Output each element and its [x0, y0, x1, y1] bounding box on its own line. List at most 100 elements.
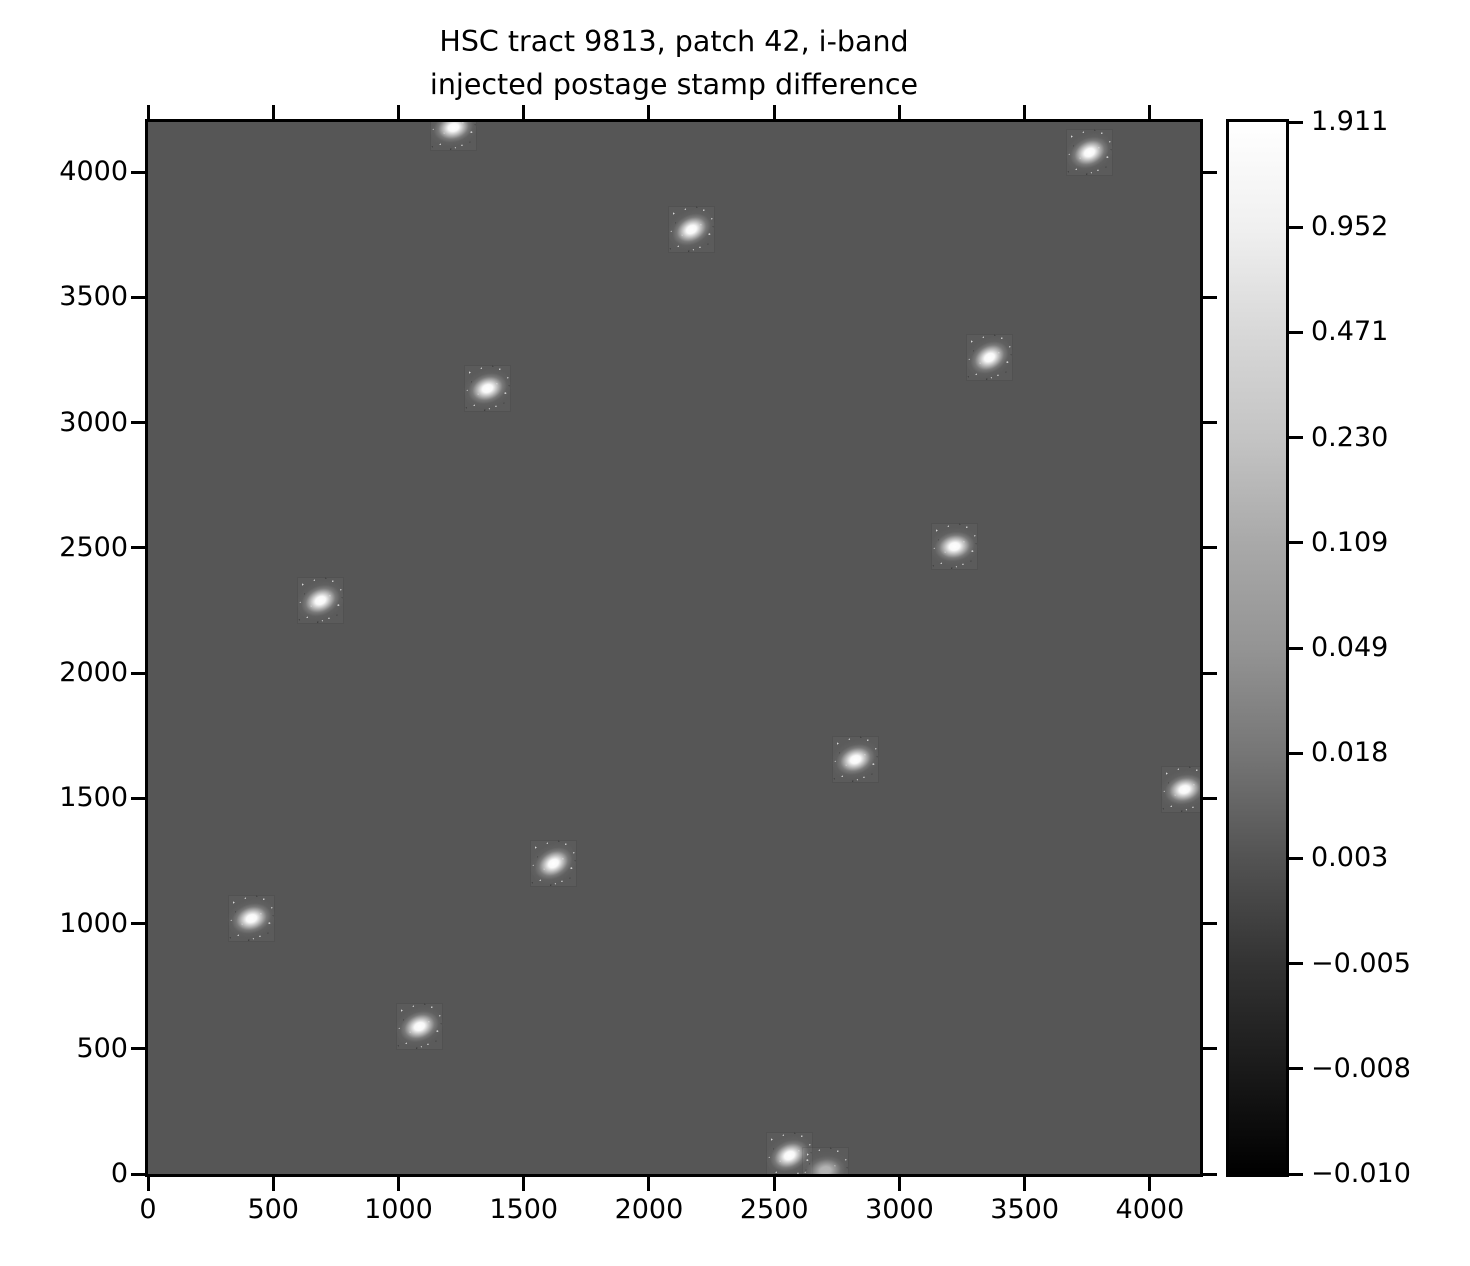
galaxy-core — [1058, 122, 1122, 184]
galaxy-stamp — [1156, 760, 1200, 819]
y-axis-tick-label: 3500 — [59, 281, 128, 313]
y-axis-tick-label: 2000 — [59, 657, 128, 689]
galaxy-stamp — [457, 358, 518, 419]
galaxy-stamp — [659, 197, 724, 262]
galaxy-core — [927, 519, 982, 574]
y-axis-tick-label: 2500 — [59, 531, 128, 563]
colorbar-tick-label: −0.005 — [1311, 947, 1411, 979]
x-tick-mark-top — [396, 105, 400, 119]
y-tick-mark-right — [1203, 421, 1217, 425]
galaxy-stamp — [389, 995, 451, 1057]
y-tick-mark — [131, 421, 145, 425]
galaxy-core — [222, 888, 282, 949]
x-tick-mark — [522, 1177, 526, 1191]
y-axis-tick-label: 1500 — [59, 782, 128, 814]
colorbar-tick-label: 0.049 — [1311, 632, 1389, 663]
x-tick-mark — [1023, 1177, 1027, 1191]
x-tick-mark — [271, 1177, 275, 1191]
x-tick-mark — [146, 1177, 150, 1191]
x-axis-tick-label: 1500 — [489, 1194, 559, 1225]
colorbar-tick-mark — [1289, 646, 1303, 650]
colorbar-tick-mark — [1289, 856, 1303, 860]
galaxy-stamp — [798, 1143, 853, 1174]
y-tick-mark — [131, 1172, 145, 1176]
y-tick-mark-right — [1203, 796, 1217, 800]
x-axis-tick-label: 500 — [247, 1194, 299, 1225]
colorbar-tick-label: 0.003 — [1311, 842, 1389, 874]
colorbar-tick-mark — [1289, 1172, 1303, 1176]
colorbar-tick-label: 0.018 — [1311, 737, 1389, 769]
colorbar-tick-label: 0.230 — [1311, 421, 1389, 453]
colorbar-tick-mark — [1289, 436, 1303, 440]
plot-area — [148, 122, 1200, 1174]
x-axis-tick-label: 2500 — [739, 1194, 809, 1225]
colorbar-tick-label: −0.008 — [1311, 1052, 1411, 1084]
y-tick-mark-right — [1203, 546, 1217, 550]
y-axis-tick-label: 0 — [110, 1158, 128, 1189]
colorbar-tick-label: 0.109 — [1311, 526, 1389, 558]
x-tick-mark-top — [647, 105, 651, 119]
galaxy-core — [957, 325, 1022, 390]
colorbar-tick-label: 0.952 — [1311, 211, 1389, 243]
galaxy-core — [389, 995, 451, 1057]
x-tick-mark-top — [522, 105, 526, 119]
x-tick-mark-top — [146, 105, 150, 119]
x-axis-tick-label: 3000 — [865, 1194, 934, 1225]
x-tick-mark-top — [1148, 105, 1152, 119]
x-tick-mark — [396, 1177, 400, 1191]
y-tick-mark-right — [1203, 1172, 1217, 1176]
x-axis-tick-label: 0 — [139, 1194, 157, 1225]
galaxy-core — [825, 729, 886, 790]
galaxy-stamp — [957, 325, 1022, 390]
colorbar-tick-mark — [1289, 120, 1303, 124]
y-axis-tick-label: 4000 — [59, 156, 128, 188]
galaxy-core — [521, 831, 586, 896]
x-tick-mark — [772, 1177, 776, 1191]
galaxy-core — [659, 197, 724, 262]
figure-title-line2: injected postage stamp difference — [429, 68, 919, 101]
colorbar-tick-mark — [1289, 751, 1303, 755]
x-axis-tick-label: 4000 — [1115, 1194, 1185, 1225]
x-tick-mark — [897, 1177, 901, 1191]
figure-title-line1: HSC tract 9813, patch 42, i-band — [439, 25, 909, 58]
x-tick-mark — [1148, 1177, 1152, 1191]
colorbar-tick-mark — [1289, 962, 1303, 966]
y-tick-mark-right — [1203, 671, 1217, 675]
y-axis-tick-label: 500 — [76, 1032, 128, 1064]
colorbar-tick-label: 0.471 — [1311, 316, 1389, 348]
colorbar-tick-mark — [1289, 541, 1303, 545]
y-tick-mark — [131, 295, 145, 299]
y-tick-mark-right — [1203, 922, 1217, 926]
y-tick-mark-right — [1203, 295, 1217, 299]
y-tick-mark — [131, 796, 145, 800]
colorbar-tick-mark — [1289, 1067, 1303, 1071]
galaxy-core — [798, 1143, 853, 1174]
galaxy-stamp — [222, 888, 282, 949]
galaxy-stamp — [289, 569, 353, 632]
galaxy-stamp — [927, 519, 982, 574]
y-axis-tick-label: 3000 — [59, 406, 128, 438]
x-tick-mark-top — [271, 105, 275, 119]
colorbar-tick-label: 1.911 — [1311, 106, 1389, 137]
x-tick-mark-top — [772, 105, 776, 119]
y-tick-mark — [131, 922, 145, 926]
colorbar-tick-mark — [1289, 225, 1303, 229]
galaxy-stamp — [825, 729, 886, 790]
y-tick-mark — [131, 1047, 145, 1051]
y-tick-mark-right — [1203, 170, 1217, 174]
x-tick-mark — [647, 1177, 651, 1191]
y-tick-mark — [131, 170, 145, 174]
x-tick-mark-top — [897, 105, 901, 119]
x-tick-mark-top — [1023, 105, 1027, 119]
galaxy-stamp — [521, 831, 586, 896]
x-axis-tick-label: 1000 — [364, 1194, 433, 1225]
y-tick-mark — [131, 546, 145, 550]
galaxy-core — [457, 358, 518, 419]
figure-title: HSC tract 9813, patch 42, i-band injecte… — [148, 20, 1200, 106]
colorbar — [1229, 122, 1286, 1174]
y-axis-tick-label: 1000 — [59, 907, 128, 939]
colorbar-tick-label: −0.010 — [1311, 1158, 1411, 1189]
galaxy-core — [289, 569, 353, 632]
y-tick-mark — [131, 671, 145, 675]
